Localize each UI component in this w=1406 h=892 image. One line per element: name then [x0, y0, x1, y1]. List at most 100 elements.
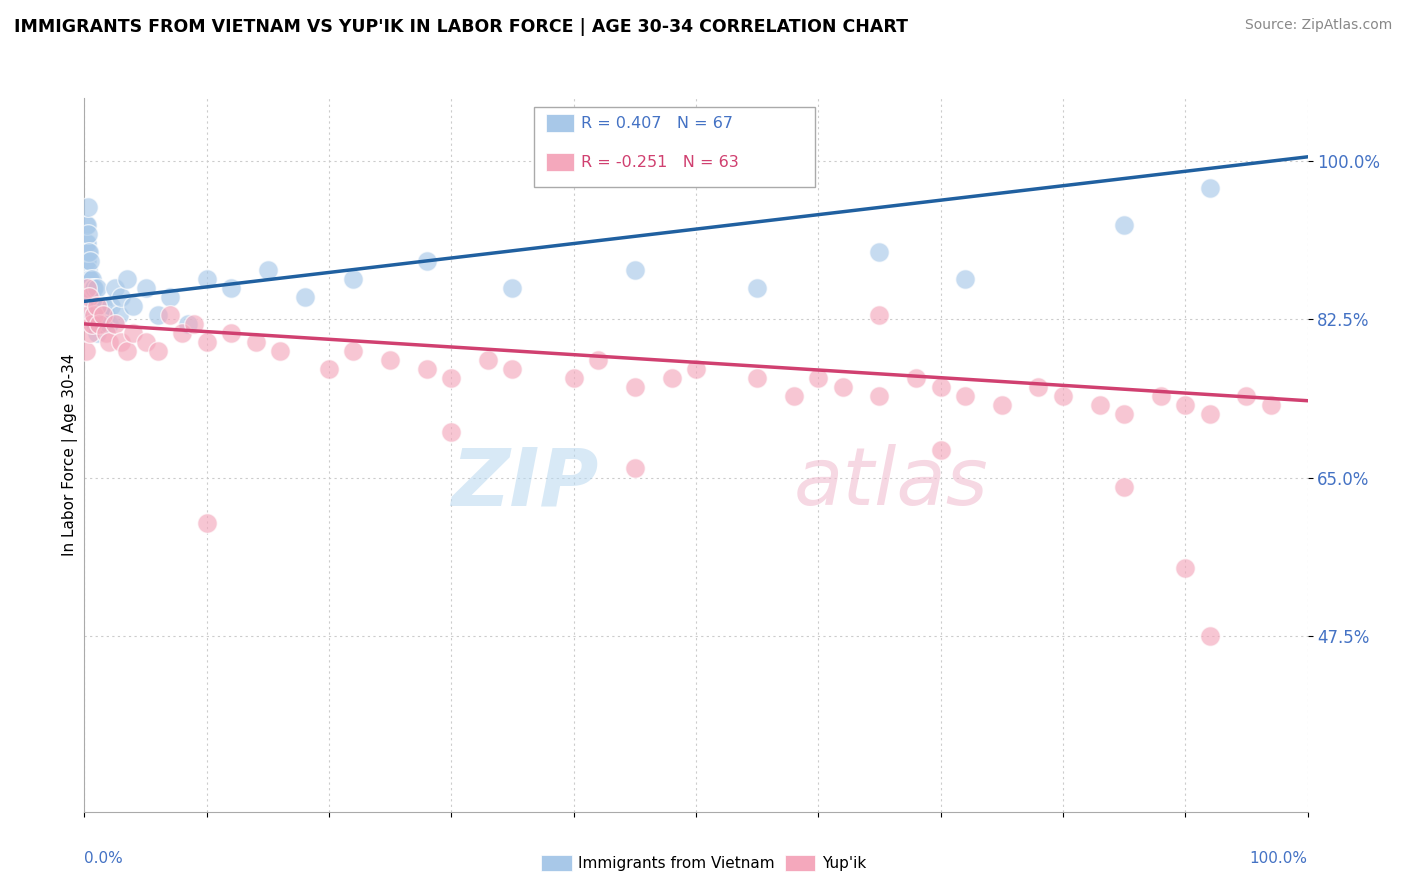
Point [115, 344, 138, 359]
Point [1198, 629, 1220, 643]
Point [83, 299, 105, 313]
Point [195, 334, 218, 349]
Point [257, 262, 280, 277]
Point [831, 380, 853, 394]
Point [84, 317, 107, 331]
Point [96, 308, 118, 322]
Point [77, 281, 100, 295]
Point [624, 461, 647, 475]
Point [79, 290, 101, 304]
Point [1114, 407, 1136, 421]
Point [77, 299, 100, 313]
Point [869, 389, 891, 403]
Point [1234, 389, 1257, 403]
Point [1052, 389, 1074, 403]
Point [115, 272, 138, 286]
Point [783, 389, 806, 403]
Y-axis label: In Labor Force | Age 30-34: In Labor Force | Age 30-34 [62, 353, 79, 557]
Point [342, 272, 364, 286]
Text: Source: ZipAtlas.com: Source: ZipAtlas.com [1244, 18, 1392, 32]
Point [76, 218, 98, 232]
Point [110, 290, 132, 304]
Point [440, 371, 463, 385]
Point [91, 299, 114, 313]
Point [869, 308, 891, 322]
Point [76, 253, 98, 268]
Text: ZIP: ZIP [451, 444, 598, 523]
Point [100, 299, 122, 313]
Point [146, 344, 169, 359]
Text: Immigrants from Vietnam: Immigrants from Vietnam [578, 856, 775, 871]
Point [77, 290, 100, 304]
Point [83, 317, 105, 331]
Point [990, 398, 1012, 412]
Text: atlas: atlas [794, 444, 988, 523]
Point [84, 299, 107, 313]
Point [807, 371, 830, 385]
Point [77, 200, 100, 214]
Point [77, 227, 100, 241]
Point [195, 516, 218, 530]
Point [929, 443, 952, 458]
Point [86, 299, 108, 313]
Point [869, 244, 891, 259]
Text: IMMIGRANTS FROM VIETNAM VS YUP'IK IN LABOR FORCE | AGE 30-34 CORRELATION CHART: IMMIGRANTS FROM VIETNAM VS YUP'IK IN LAB… [14, 18, 908, 36]
Point [953, 272, 976, 286]
Point [661, 371, 683, 385]
Point [75, 235, 97, 250]
Point [91, 308, 114, 322]
Point [104, 281, 127, 295]
Point [1088, 398, 1111, 412]
Point [183, 317, 205, 331]
Point [75, 344, 97, 359]
Point [219, 326, 242, 340]
Point [79, 253, 101, 268]
Point [416, 362, 439, 376]
Point [80, 290, 103, 304]
Point [77, 244, 100, 259]
Point [416, 253, 439, 268]
Point [1198, 407, 1220, 421]
Text: R = -0.251   N = 63: R = -0.251 N = 63 [581, 155, 738, 169]
Point [91, 317, 114, 331]
Point [122, 299, 145, 313]
Point [86, 308, 108, 322]
Point [83, 281, 105, 295]
Point [624, 380, 647, 394]
Point [380, 353, 402, 368]
Point [110, 334, 132, 349]
Point [77, 308, 100, 322]
Point [76, 235, 98, 250]
Point [77, 308, 100, 322]
Point [440, 425, 463, 440]
Point [1198, 181, 1220, 195]
Point [82, 299, 104, 313]
Text: 0.0%: 0.0% [84, 851, 124, 866]
Point [82, 317, 104, 331]
Point [80, 272, 103, 286]
Point [1114, 479, 1136, 493]
Point [685, 362, 707, 376]
Point [79, 326, 101, 340]
Point [87, 317, 110, 331]
Point [79, 272, 101, 286]
Point [1150, 389, 1173, 403]
Point [107, 308, 129, 322]
Point [747, 371, 769, 385]
Point [122, 326, 145, 340]
Point [318, 362, 340, 376]
Point [294, 290, 316, 304]
Text: 100.0%: 100.0% [1250, 851, 1308, 866]
Point [87, 317, 110, 331]
Point [146, 308, 169, 322]
Point [79, 308, 101, 322]
Point [195, 272, 218, 286]
Point [1114, 218, 1136, 232]
Point [135, 281, 157, 295]
Point [86, 281, 108, 295]
Point [87, 299, 110, 313]
Point [1260, 398, 1282, 412]
Point [89, 308, 111, 322]
Point [82, 281, 104, 295]
Point [86, 326, 108, 340]
